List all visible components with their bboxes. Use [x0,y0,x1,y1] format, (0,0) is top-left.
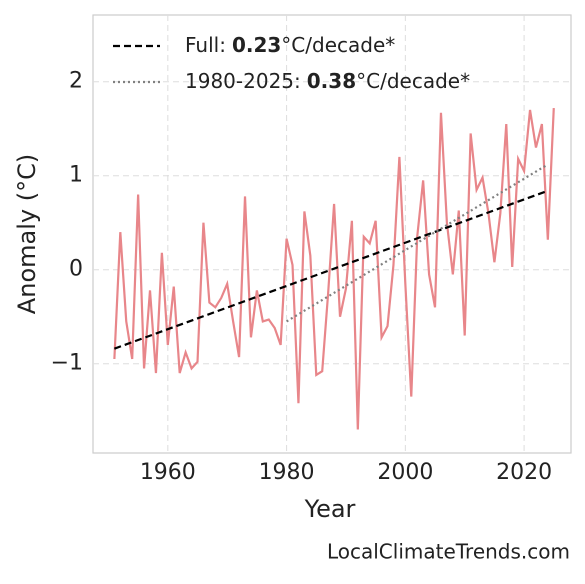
legend-rate: 0.23 [232,33,281,57]
legend-unit: °C/decade* [281,33,395,57]
legend-name: 1980-2025: [185,69,301,93]
plot-frame [92,14,572,454]
y-tick-label: 1 [69,163,83,188]
legend-label: 1980-2025: 0.38°C/decade* [185,69,470,93]
legend-name: Full: [185,33,226,57]
y-tick-label: −1 [51,351,83,376]
y-tick-label: 0 [69,257,83,282]
legend-rate: 0.38 [307,69,356,93]
trend-line [286,163,549,323]
x-tick-label: 2020 [496,460,552,485]
x-axis-label: Year [304,495,356,523]
y-axis-label: Anomaly (°C) [13,154,41,314]
data-line [113,108,555,430]
legend-label: Full: 0.23°C/decade* [185,33,395,57]
legend-unit: °C/decade* [356,69,470,93]
x-tick-label: 1980 [259,460,315,485]
credit: LocalClimateTrends.com [327,540,570,564]
x-tick-label: 2000 [377,460,433,485]
x-tick-label: 1960 [140,460,196,485]
y-tick-label: 2 [69,69,83,94]
